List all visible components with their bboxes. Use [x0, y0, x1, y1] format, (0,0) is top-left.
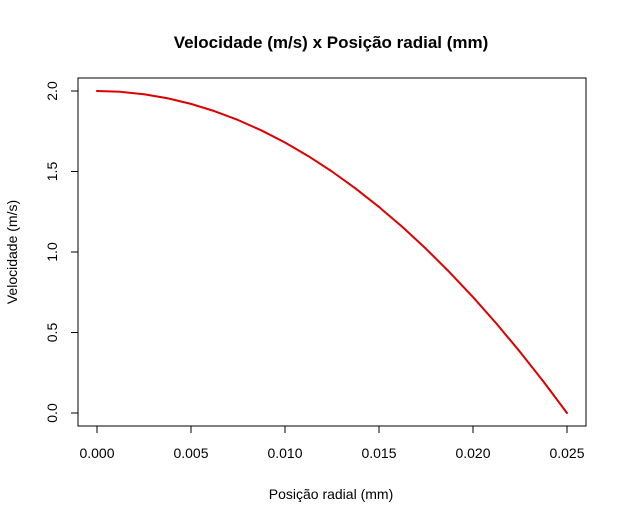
x-tick-label: 0.020 [455, 445, 490, 461]
series-layer [96, 90, 568, 414]
series-line-0 [96, 90, 568, 414]
x-tick-label: 0.025 [549, 445, 584, 461]
y-tick-label: 1.0 [44, 242, 60, 262]
x-axis-label: Posição radial (mm) [269, 486, 393, 502]
y-tick-label: 0.5 [44, 323, 60, 343]
x-tick-label: 0.000 [79, 445, 114, 461]
y-axis: 0.0 0.5 1.0 1.5 2.0 [44, 81, 79, 423]
chart-title: Velocidade (m/s) x Posição radial (mm) [174, 33, 489, 52]
y-axis-label: Velocidade (m/s) [4, 200, 20, 304]
x-tick-label: 0.005 [173, 445, 208, 461]
y-tick-label: 1.5 [44, 162, 60, 182]
x-tick-label: 0.015 [361, 445, 396, 461]
plot-frame [77, 77, 587, 427]
x-tick-label: 0.010 [267, 445, 302, 461]
y-tick-label: 0.0 [44, 403, 60, 423]
y-tick-label: 2.0 [44, 81, 60, 101]
x-axis: 0.000 0.005 0.010 0.015 0.020 0.025 [79, 425, 585, 461]
